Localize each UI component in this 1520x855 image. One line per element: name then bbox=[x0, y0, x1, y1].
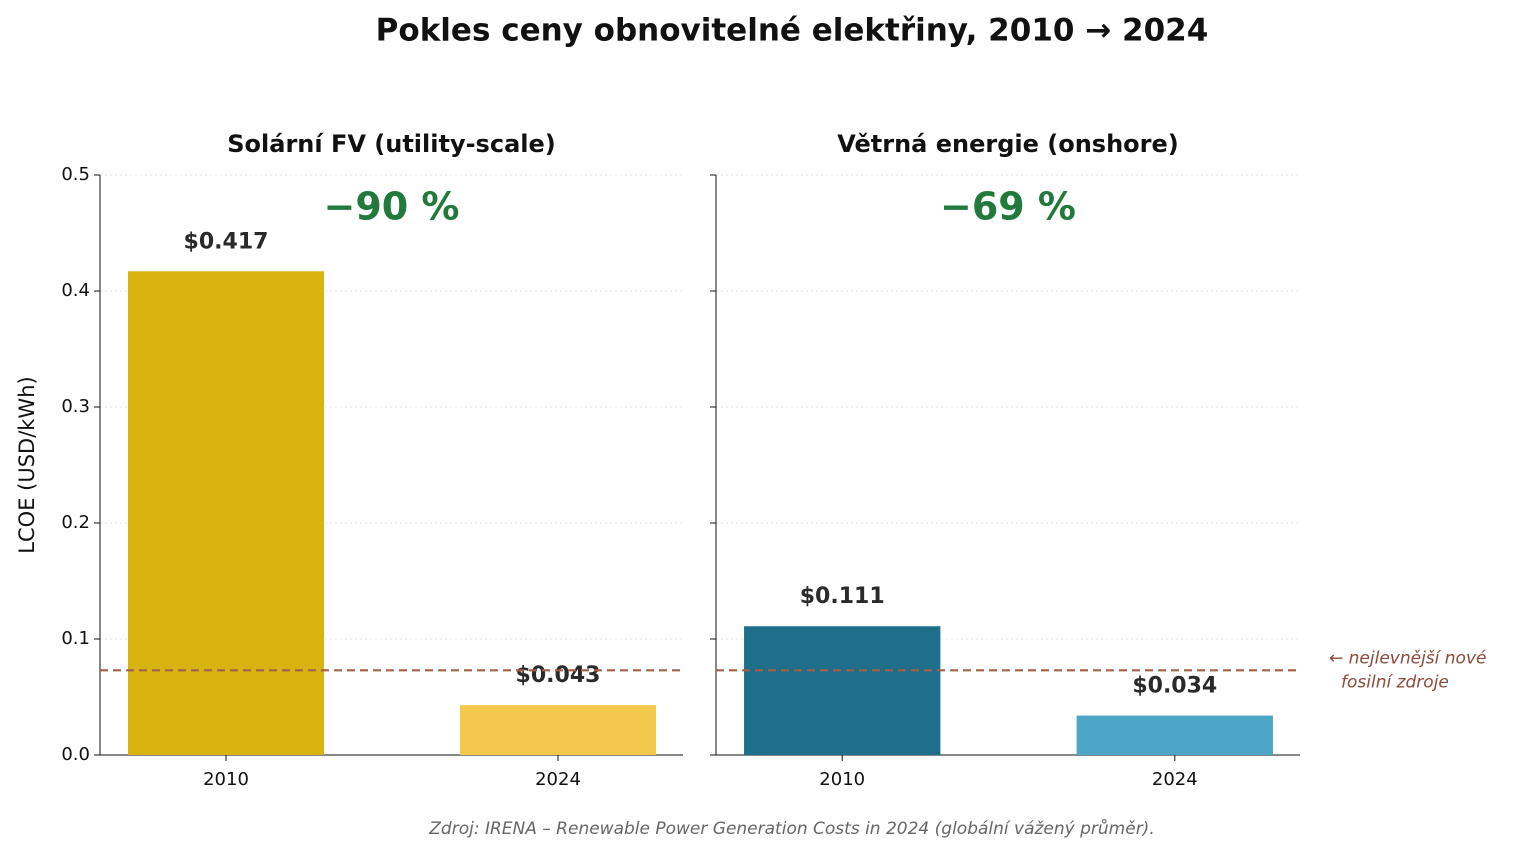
change-annotation: −69 % bbox=[940, 185, 1076, 229]
bar bbox=[744, 626, 941, 755]
x-tick-label: 2010 bbox=[819, 769, 865, 790]
source-note: Zdroj: IRENA – Renewable Power Generatio… bbox=[428, 818, 1154, 839]
y-tick-label: 0.4 bbox=[61, 280, 90, 301]
bar bbox=[1076, 715, 1273, 755]
figure-title: Pokles ceny obnovitelné elektřiny, 2010 … bbox=[376, 13, 1209, 49]
y-tick-label: 0.1 bbox=[61, 628, 90, 649]
bar bbox=[128, 271, 324, 755]
panel-title: Větrná energie (onshore) bbox=[837, 130, 1178, 158]
y-tick-label: 0.2 bbox=[61, 512, 90, 533]
reference-label: fosilní zdroje bbox=[1341, 672, 1449, 692]
y-tick-label: 0.3 bbox=[61, 396, 90, 417]
x-tick-label: 2024 bbox=[1152, 769, 1198, 790]
y-tick-label: 0.5 bbox=[61, 164, 90, 185]
y-tick-label: 0.0 bbox=[61, 744, 90, 765]
x-tick-label: 2024 bbox=[535, 769, 581, 790]
bar bbox=[460, 705, 656, 755]
value-label: $0.043 bbox=[516, 663, 601, 688]
value-label: $0.111 bbox=[800, 584, 885, 609]
value-label: $0.034 bbox=[1132, 674, 1217, 699]
x-tick-label: 2010 bbox=[203, 769, 249, 790]
y-axis-label: LCOE (USD/kWh) bbox=[15, 376, 39, 553]
panel-title: Solární FV (utility-scale) bbox=[227, 130, 556, 158]
change-annotation: −90 % bbox=[323, 185, 459, 229]
value-label: $0.417 bbox=[184, 229, 269, 254]
reference-label: ← nejlevnější nové bbox=[1329, 648, 1486, 668]
